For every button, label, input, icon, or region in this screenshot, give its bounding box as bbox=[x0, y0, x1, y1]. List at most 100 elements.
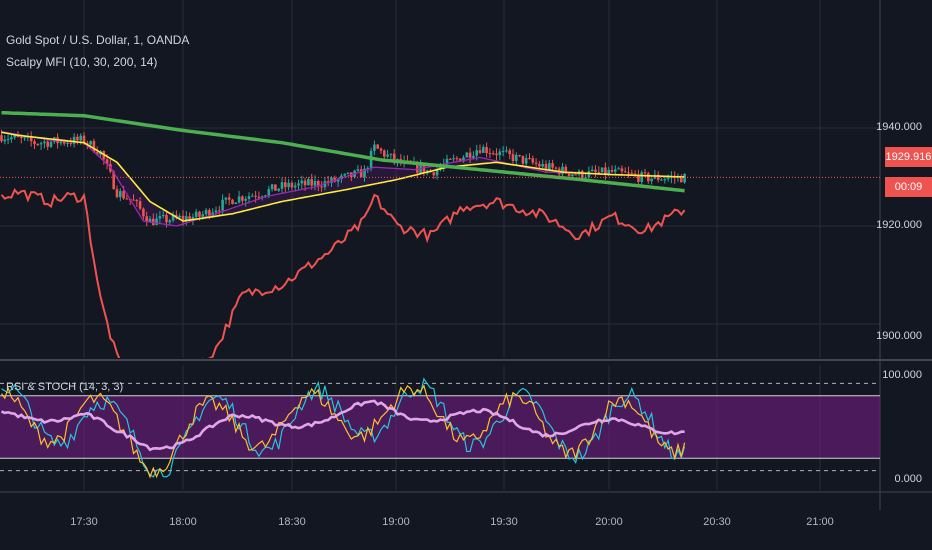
candle bbox=[435, 169, 439, 176]
candle bbox=[336, 178, 340, 182]
candle bbox=[267, 189, 271, 196]
candle bbox=[221, 199, 224, 211]
candle bbox=[610, 169, 614, 172]
osc-tick: 100.000 bbox=[882, 369, 922, 381]
candle bbox=[161, 214, 165, 217]
candle bbox=[534, 162, 538, 164]
candle bbox=[168, 220, 172, 223]
mfi-line bbox=[0, 188, 686, 358]
candle bbox=[135, 200, 139, 202]
candle bbox=[46, 141, 49, 147]
candle bbox=[188, 216, 191, 221]
candle bbox=[49, 141, 53, 147]
rsi-line bbox=[0, 399, 685, 452]
candle bbox=[458, 158, 462, 162]
candle bbox=[501, 151, 505, 153]
candle bbox=[303, 180, 307, 186]
candle bbox=[36, 144, 40, 146]
candle bbox=[472, 155, 475, 158]
candle bbox=[518, 154, 521, 156]
candle bbox=[152, 218, 155, 225]
candle bbox=[346, 172, 350, 174]
candle bbox=[204, 209, 208, 215]
candle bbox=[475, 150, 478, 156]
candle bbox=[392, 153, 396, 162]
candle bbox=[115, 189, 119, 198]
candle bbox=[185, 216, 188, 220]
candle bbox=[66, 142, 69, 144]
candle bbox=[356, 169, 360, 171]
candle bbox=[488, 153, 492, 155]
candle bbox=[227, 197, 231, 200]
candle bbox=[571, 174, 574, 177]
candle bbox=[465, 152, 469, 158]
candle bbox=[247, 196, 251, 199]
candle bbox=[307, 179, 310, 186]
time-tick: 20:00 bbox=[595, 516, 623, 528]
time-tick: 19:00 bbox=[382, 516, 410, 528]
candle bbox=[482, 147, 485, 153]
candle bbox=[69, 142, 73, 144]
candle bbox=[340, 175, 343, 179]
candle bbox=[614, 169, 617, 172]
candle bbox=[181, 215, 185, 220]
candle bbox=[383, 150, 386, 157]
candle bbox=[260, 196, 264, 198]
candle bbox=[643, 172, 647, 174]
candle bbox=[551, 163, 554, 168]
ma-200-line bbox=[1, 110, 685, 193]
candle bbox=[604, 167, 607, 175]
candle bbox=[564, 166, 568, 174]
candle bbox=[544, 164, 548, 170]
candle bbox=[59, 141, 63, 144]
candle bbox=[524, 157, 528, 164]
candle bbox=[270, 184, 274, 190]
candle bbox=[508, 150, 511, 155]
candle bbox=[468, 152, 472, 158]
candle bbox=[432, 172, 436, 176]
candle bbox=[254, 195, 257, 197]
stoch-k-line bbox=[1, 377, 686, 478]
indicator-label-rsi[interactable]: RSI & STOCH (14, 3, 3) bbox=[6, 381, 124, 393]
time-tick: 17:30 bbox=[70, 516, 98, 528]
candle bbox=[680, 175, 683, 183]
candle bbox=[343, 173, 346, 176]
symbol-title[interactable]: Gold Spot / U.S. Dollar, 1, OANDA bbox=[6, 33, 190, 47]
candle bbox=[95, 152, 99, 155]
last-price-badge: 1929.916 bbox=[885, 147, 932, 167]
candle bbox=[633, 173, 637, 175]
indicator-label-mfi[interactable]: Scalpy MFI (10, 30, 200, 14) bbox=[6, 55, 158, 69]
candle bbox=[656, 174, 660, 180]
price-tick: 1920.000 bbox=[876, 219, 922, 231]
candle bbox=[581, 170, 584, 179]
candle bbox=[39, 143, 43, 145]
candle bbox=[515, 154, 518, 162]
time-tick: 18:30 bbox=[278, 516, 306, 528]
candle bbox=[92, 141, 96, 153]
candle bbox=[20, 137, 23, 139]
candle bbox=[386, 154, 389, 157]
candle bbox=[310, 179, 313, 186]
candle bbox=[257, 196, 261, 198]
candle bbox=[86, 142, 89, 145]
candle bbox=[158, 216, 162, 219]
candle bbox=[666, 177, 670, 180]
candle bbox=[43, 141, 46, 144]
ma-30-line bbox=[1, 131, 685, 222]
candle bbox=[119, 191, 122, 198]
candle bbox=[142, 208, 145, 217]
candle bbox=[313, 180, 317, 186]
candle bbox=[138, 201, 142, 209]
candle bbox=[10, 137, 13, 140]
candle bbox=[594, 169, 597, 172]
candle bbox=[422, 165, 426, 174]
candle bbox=[62, 141, 66, 144]
candle bbox=[132, 199, 135, 201]
candle bbox=[597, 171, 601, 173]
candle bbox=[89, 141, 92, 145]
candle bbox=[198, 211, 201, 217]
candle bbox=[0, 135, 3, 142]
candle bbox=[683, 173, 686, 183]
candle bbox=[105, 159, 109, 165]
